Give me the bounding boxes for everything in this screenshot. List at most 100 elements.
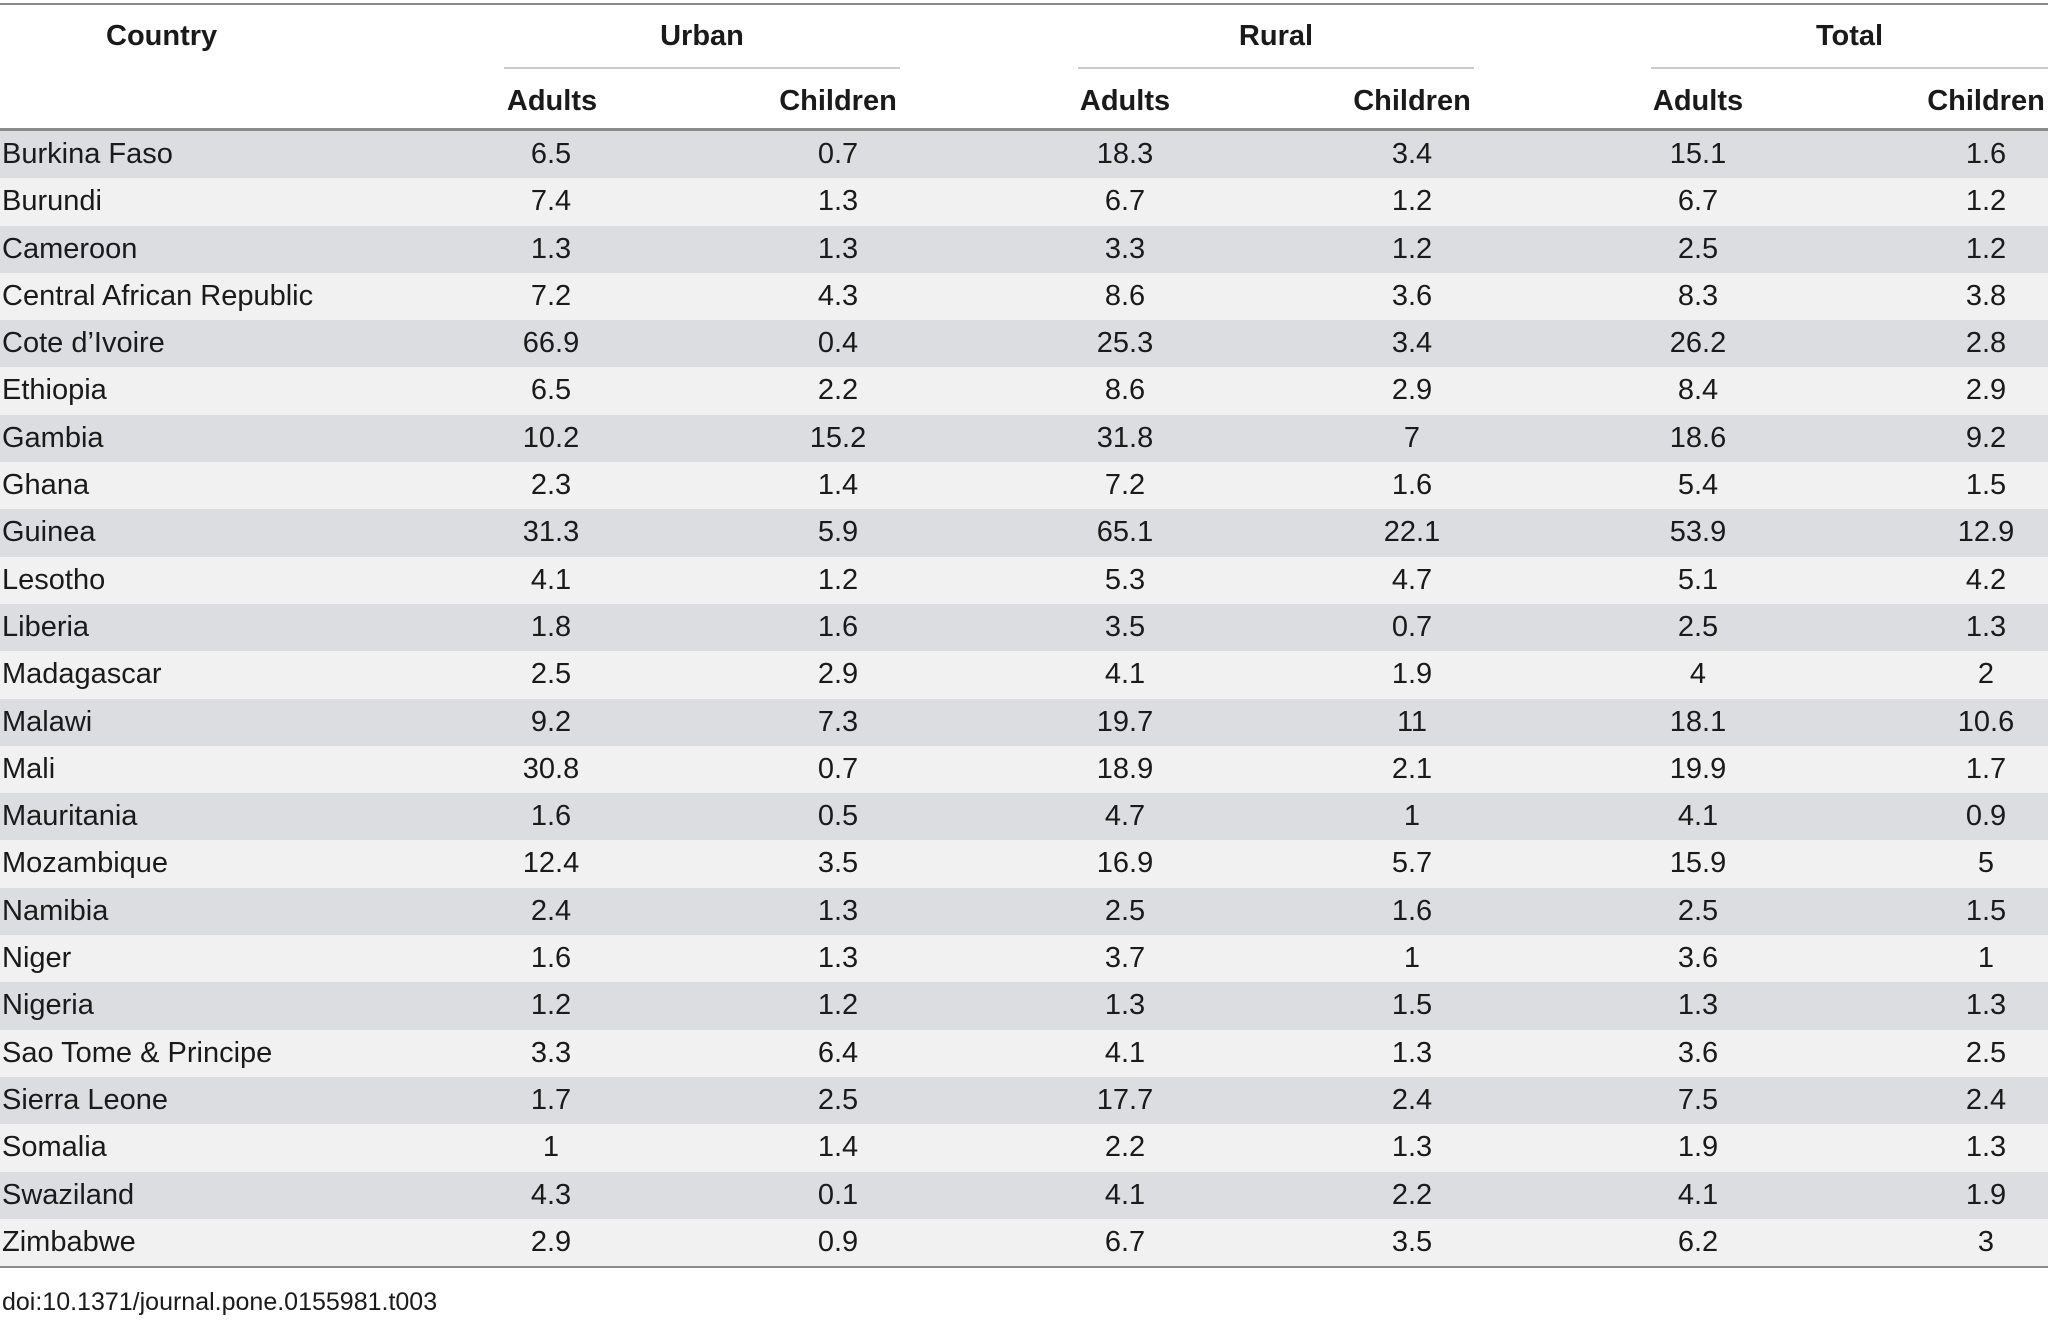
table-top-rule — [0, 3, 2048, 5]
country-cell: Sao Tome & Principe — [2, 1036, 273, 1069]
value-cell: 2 — [1977, 658, 1995, 691]
value-cell: 12.4 — [522, 847, 580, 880]
value-cell: 6.7 — [1104, 1225, 1146, 1258]
value-cell: 2.5 — [530, 658, 572, 691]
value-cell: 1.3 — [817, 894, 859, 927]
value-cell: 1.2 — [1391, 185, 1433, 218]
value-cell: 2.2 — [817, 374, 859, 407]
value-cell: 7.3 — [817, 705, 859, 738]
value-cell: 2.5 — [1965, 1036, 2007, 1069]
country-cell: Mali — [2, 752, 56, 785]
value-cell: 25.3 — [1096, 327, 1154, 360]
value-cell: 31.8 — [1096, 421, 1154, 454]
value-cell: 6.4 — [817, 1036, 859, 1069]
value-cell: 1.3 — [817, 232, 859, 265]
value-cell: 4.1 — [1677, 1178, 1719, 1211]
value-cell: 31.3 — [522, 516, 580, 549]
value-cell: 1.6 — [1965, 138, 2007, 170]
country-cell: Swaziland — [2, 1178, 135, 1211]
value-cell: 1.6 — [1391, 894, 1433, 927]
table-row: Burkina Faso 6.5 0.7 18.3 3.4 15.1 1.6 — [0, 131, 2048, 179]
country-cell: Central African Republic — [2, 279, 314, 312]
value-cell: 0.1 — [817, 1178, 859, 1211]
value-cell: 1.3 — [1965, 610, 2007, 643]
country-cell: Ethiopia — [2, 374, 107, 407]
value-cell: 19.7 — [1096, 705, 1154, 738]
value-cell: 7.5 — [1677, 1083, 1719, 1116]
table-row: Somalia 1 1.4 2.2 1.3 1.9 1.3 — [0, 1124, 2048, 1172]
value-cell: 0.4 — [817, 327, 859, 360]
value-cell: 1.2 — [1965, 232, 2007, 265]
value-cell: 15.2 — [809, 421, 867, 454]
value-cell: 4.1 — [1104, 1036, 1146, 1069]
total-group-rule — [1651, 67, 2048, 69]
value-cell: 7.2 — [530, 279, 572, 312]
value-cell: 1 — [1403, 800, 1421, 833]
value-cell: 2.3 — [530, 469, 572, 502]
table-row: Madagascar 2.5 2.9 4.1 1.9 4 2 — [0, 651, 2048, 699]
value-cell: 0.7 — [1391, 610, 1433, 643]
country-cell: Malawi — [2, 705, 93, 738]
value-cell: 2.5 — [1677, 894, 1719, 927]
subheader-total-children: Children — [1927, 85, 2045, 117]
value-cell: 2.1 — [1391, 752, 1433, 785]
country-cell: Nigeria — [2, 989, 94, 1022]
value-cell: 3.3 — [530, 1036, 572, 1069]
table-row: Lesotho 4.1 1.2 5.3 4.7 5.1 4.2 — [0, 556, 2048, 604]
value-cell: 8.6 — [1104, 374, 1146, 407]
value-cell: 1.2 — [817, 563, 859, 596]
table-row: Mali 30.8 0.7 18.9 2.1 19.9 1.7 — [0, 745, 2048, 794]
rural-group-rule — [1078, 67, 1474, 69]
value-cell: 2.2 — [1391, 1178, 1433, 1211]
value-cell: 18.1 — [1669, 705, 1727, 738]
value-cell: 4.2 — [1965, 563, 2007, 596]
value-cell: 6.5 — [530, 374, 572, 407]
table-row: Swaziland 4.3 0.1 4.1 2.2 4.1 1.9 — [0, 1171, 2048, 1219]
value-cell: 26.2 — [1669, 327, 1727, 360]
value-cell: 11 — [1396, 705, 1428, 738]
value-cell: 15.9 — [1669, 847, 1727, 880]
value-cell: 6.2 — [1677, 1225, 1719, 1258]
country-cell: Somalia — [2, 1131, 107, 1164]
country-cell: Mozambique — [2, 847, 169, 880]
value-cell: 4.1 — [1104, 658, 1146, 691]
value-cell: 0.7 — [817, 138, 859, 170]
country-cell: Cote d’Ivoire — [2, 327, 165, 360]
country-cell: Ghana — [2, 469, 90, 502]
value-cell: 2.9 — [1965, 374, 2007, 407]
value-cell: 5.7 — [1391, 847, 1433, 880]
country-cell: Sierra Leone — [2, 1083, 169, 1116]
country-cell: Gambia — [2, 421, 104, 454]
value-cell: 2.4 — [1965, 1083, 2007, 1116]
value-cell: 4.1 — [1104, 1178, 1146, 1211]
value-cell: 1.9 — [1677, 1131, 1719, 1164]
value-cell: 2.4 — [530, 894, 572, 927]
value-cell: 2.4 — [1391, 1083, 1433, 1116]
value-cell: 1.9 — [1965, 1178, 2007, 1211]
value-cell: 9.2 — [530, 705, 572, 738]
value-cell: 1 — [1977, 942, 1995, 975]
value-cell: 3.4 — [1391, 138, 1433, 170]
table-row: Malawi 9.2 7.3 19.7 11 18.1 10.6 — [0, 698, 2048, 746]
value-cell: 12.9 — [1957, 516, 2015, 549]
value-cell: 1.6 — [1391, 469, 1433, 502]
country-cell: Niger — [2, 942, 72, 975]
table-body: Burkina Faso 6.5 0.7 18.3 3.4 15.1 1.6 Burundi 7… — [0, 131, 2048, 1267]
value-cell: 18.6 — [1669, 421, 1727, 454]
value-cell: 2.9 — [817, 658, 859, 691]
country-cell: Madagascar — [2, 658, 162, 691]
value-cell: 2.2 — [1104, 1131, 1146, 1164]
value-cell: 2.9 — [530, 1225, 572, 1258]
value-cell: 1.8 — [530, 610, 572, 643]
header-group-total: Total — [1815, 20, 1884, 52]
value-cell: 1.2 — [1391, 232, 1433, 265]
header-group-urban: Urban — [660, 20, 744, 52]
value-cell: 2.9 — [1391, 374, 1433, 407]
value-cell: 30.8 — [522, 752, 580, 785]
value-cell: 18.3 — [1096, 138, 1154, 170]
value-cell: 1.3 — [1104, 989, 1146, 1022]
value-cell: 0.9 — [817, 1225, 859, 1258]
country-cell: Liberia — [2, 610, 90, 643]
subheader-rural-adults: Adults — [1079, 85, 1171, 117]
table-row: Guinea 31.3 5.9 65.1 22.1 53.9 12.9 — [0, 509, 2048, 557]
